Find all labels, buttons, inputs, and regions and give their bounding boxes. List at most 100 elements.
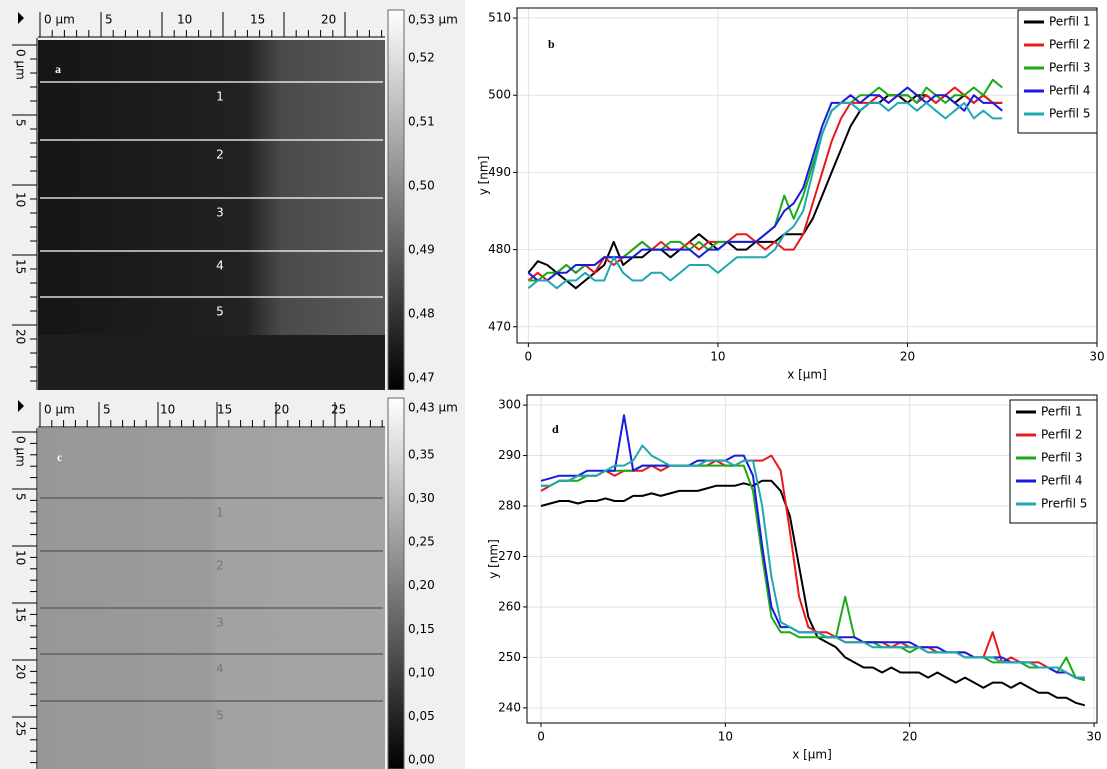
colorbar bbox=[387, 9, 405, 391]
ruler-label: 0 µm bbox=[14, 49, 28, 80]
legend-label: Prerfil 5 bbox=[1041, 497, 1087, 511]
profile-label: 2 bbox=[216, 148, 224, 162]
y-tick-label: 270 bbox=[498, 549, 521, 563]
ruler-label: 10 bbox=[177, 13, 192, 27]
ruler-label: 15 bbox=[14, 259, 28, 274]
legend-label: Perfil 3 bbox=[1049, 61, 1090, 75]
ruler-label: 10 bbox=[14, 550, 28, 565]
afm-image bbox=[38, 428, 385, 769]
series-line bbox=[540, 454, 1086, 682]
panel-letter: b bbox=[548, 37, 555, 51]
legend-label: Perfil 2 bbox=[1041, 428, 1082, 442]
y-tick-label: 240 bbox=[498, 700, 521, 714]
colorbar-label: 0,49 bbox=[408, 243, 435, 257]
series-line bbox=[527, 86, 1003, 282]
series-line bbox=[540, 479, 1086, 707]
y-axis-label: y [nm] bbox=[487, 539, 501, 579]
panel-letter: a bbox=[55, 62, 61, 76]
ruler-label: 5 bbox=[105, 13, 113, 27]
colorbar-label: 0,35 bbox=[408, 448, 435, 462]
y-axis-label: y [nm] bbox=[477, 156, 491, 196]
plot-frame bbox=[526, 394, 1098, 724]
profile-label: 3 bbox=[216, 616, 224, 630]
x-axis-label: x [µm] bbox=[787, 368, 827, 382]
x-tick-label: 20 bbox=[902, 730, 917, 744]
x-tick-label: 10 bbox=[718, 730, 733, 744]
series-line bbox=[541, 464, 1086, 682]
colorbar-label: 0,51 bbox=[408, 115, 435, 129]
colorbar-label: 0,52 bbox=[408, 51, 435, 65]
colorbar-label: 0,50 bbox=[408, 179, 435, 193]
colorbar-label: 0,10 bbox=[408, 665, 435, 679]
ruler-label: 25 bbox=[331, 403, 346, 417]
legend-label: Perfil 2 bbox=[1049, 38, 1090, 52]
legend-label: Perfil 4 bbox=[1049, 84, 1090, 98]
ruler-label: 15 bbox=[14, 607, 28, 622]
ruler-label: 0 µm bbox=[44, 13, 75, 27]
y-tick-label: 300 bbox=[498, 398, 521, 412]
ruler-label: 5 bbox=[103, 403, 111, 417]
y-tick-label: 490 bbox=[488, 165, 511, 179]
ruler-label: 20 bbox=[321, 13, 336, 27]
ruler-label: 15 bbox=[217, 403, 232, 417]
colorbar bbox=[387, 397, 405, 769]
x-tick-label: 10 bbox=[710, 350, 725, 364]
ruler-label: 0 µm bbox=[44, 403, 75, 417]
colorbar-label: 0,05 bbox=[408, 709, 435, 723]
y-tick-label: 250 bbox=[498, 650, 521, 664]
x-tick-label: 20 bbox=[900, 350, 915, 364]
legend-label: Perfil 5 bbox=[1049, 107, 1090, 121]
series-line bbox=[527, 94, 1003, 290]
profile-label: 4 bbox=[216, 259, 224, 273]
ruler-label: 20 bbox=[14, 329, 28, 344]
y-tick-label: 260 bbox=[498, 599, 521, 613]
panel-letter: c bbox=[57, 450, 63, 464]
profile-label: 5 bbox=[216, 305, 224, 319]
profile-label: 5 bbox=[216, 709, 224, 723]
y-tick-label: 500 bbox=[488, 88, 511, 102]
legend-label: Perfil 4 bbox=[1041, 474, 1082, 488]
x-tick-label: 0 bbox=[525, 350, 533, 364]
series-line bbox=[527, 101, 1003, 290]
ruler-label: 10 bbox=[14, 192, 28, 207]
colorbar-label: 0,48 bbox=[408, 307, 435, 321]
legend-label: Perfil 1 bbox=[1041, 405, 1082, 419]
ruler-label: 20 bbox=[14, 664, 28, 679]
x-tick-label: 30 bbox=[1089, 350, 1104, 364]
ruler-label: 0 µm bbox=[14, 436, 28, 467]
ruler-label: 10 bbox=[160, 403, 175, 417]
x-axis-label: x [µm] bbox=[792, 748, 832, 762]
ruler-label: 5 bbox=[14, 493, 28, 501]
colorbar-label: 0,47 bbox=[408, 371, 435, 385]
colorbar-label: 0,20 bbox=[408, 578, 435, 592]
colorbar-label: 0,53 µm bbox=[408, 13, 458, 27]
y-tick-label: 290 bbox=[498, 448, 521, 462]
panel-letter: d bbox=[552, 422, 559, 436]
colorbar-label: 0,25 bbox=[408, 535, 435, 549]
profile-label: 1 bbox=[216, 90, 224, 104]
profile-label: 4 bbox=[216, 662, 224, 676]
y-tick-label: 470 bbox=[488, 319, 511, 333]
plot-frame bbox=[516, 7, 1098, 344]
colorbar-label: 0,30 bbox=[408, 491, 435, 505]
x-tick-label: 0 bbox=[537, 730, 545, 744]
colorbar-label: 0,43 µm bbox=[408, 401, 458, 415]
legend-label: Perfil 3 bbox=[1041, 451, 1082, 465]
y-tick-label: 510 bbox=[488, 11, 511, 25]
y-tick-label: 280 bbox=[498, 499, 521, 513]
afm-image-strip bbox=[38, 335, 385, 390]
colorbar-label: 0,15 bbox=[408, 622, 435, 636]
ruler-label: 5 bbox=[14, 119, 28, 127]
series-line bbox=[527, 86, 1003, 282]
ruler-label: 20 bbox=[274, 403, 289, 417]
profile-label: 3 bbox=[216, 206, 224, 220]
x-tick-label: 30 bbox=[1086, 730, 1101, 744]
ruler-label: 25 bbox=[14, 721, 28, 736]
ruler-label: 15 bbox=[250, 13, 265, 27]
colorbar-label: 0,00 bbox=[408, 753, 435, 767]
series-line bbox=[540, 414, 1085, 679]
series-line bbox=[541, 444, 1085, 679]
profile-label: 1 bbox=[216, 506, 224, 520]
y-tick-label: 480 bbox=[488, 242, 511, 256]
